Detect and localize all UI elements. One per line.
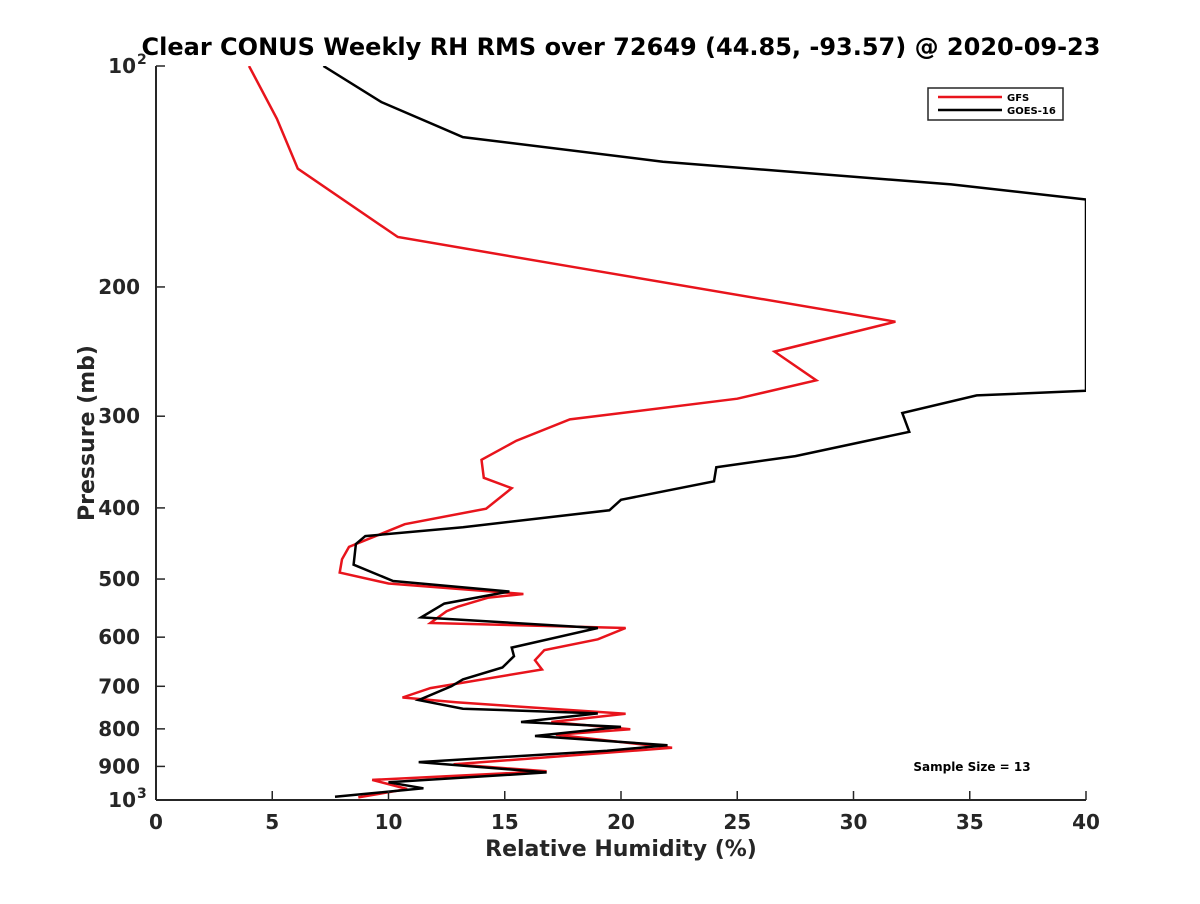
y-tick-label-exponent: 2 [137,52,147,68]
x-tick-label: 30 [840,810,868,834]
y-tick-label: 200 [98,275,140,299]
y-tick-label: 700 [98,674,140,698]
chart-title: Clear CONUS Weekly RH RMS over 72649 (44… [142,33,1101,61]
y-tick-label-exponent: 3 [137,786,147,802]
x-tick-label: 25 [723,810,751,834]
x-tick-label: 15 [491,810,519,834]
legend-label-goes16: GOES-16 [1007,106,1056,117]
x-axis-title: Relative Humidity (%) [485,837,757,862]
series-lines [247,66,1086,799]
y-tick-label: 800 [98,717,140,741]
y-tick-label: 10 [108,54,136,78]
x-axis-ticks: 0 5 10 15 20 25 30 35 40 [149,791,1100,834]
x-tick-label: 10 [375,810,403,834]
legend-box [927,87,1064,121]
y-tick-label: 600 [98,625,140,649]
x-tick-label: 35 [956,810,984,834]
x-tick-label: 0 [149,810,163,834]
legend: GFS GOES-16 [927,87,1064,121]
series-line-goes16 [322,66,1086,799]
y-tick-label: 400 [98,496,140,520]
y-tick-label: 500 [98,567,140,591]
x-tick-label: 20 [607,810,635,834]
sample-size-annotation: Sample Size = 13 [913,760,1030,774]
legend-label-gfs: GFS [1007,93,1029,104]
x-tick-label: 5 [265,810,279,834]
series-line-gfs [247,66,896,799]
y-axis-title: Pressure (mb) [75,345,100,521]
x-tick-label: 40 [1072,810,1100,834]
y-tick-label: 900 [98,754,140,778]
y-tick-label: 300 [98,404,140,428]
y-tick-label: 10 [108,788,136,812]
